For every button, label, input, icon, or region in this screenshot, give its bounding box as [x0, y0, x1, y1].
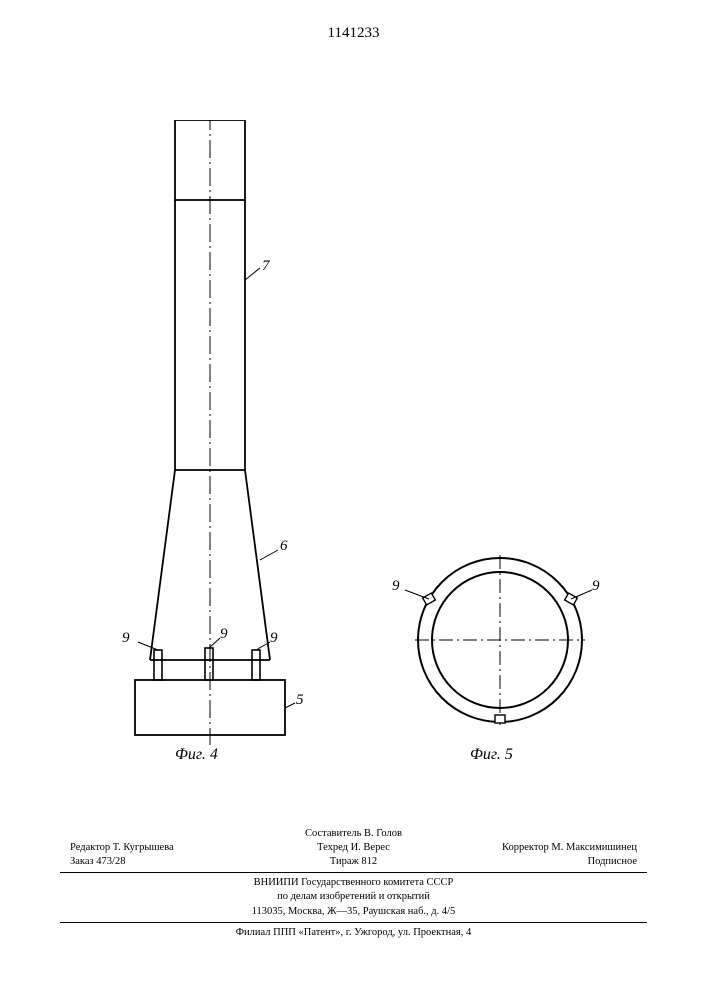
figure-4: 7 6 9 9 9 5: [120, 120, 300, 755]
org-line-2: по делам изобретений и открытий: [60, 890, 647, 904]
editor-row: Редактор Т. Кугрышева Техред И. Верес Ко…: [60, 841, 647, 855]
org-line-1: ВНИИПИ Государственного комитета СССР: [60, 876, 647, 890]
ref-label-9-mid: 9: [220, 626, 228, 643]
proofreader: Корректор М. Максимишинец: [448, 841, 637, 855]
compiler-line: Составитель В. Голов: [60, 827, 647, 841]
figure-4-drawing: [120, 120, 300, 750]
figure-5-caption: Фиг. 5: [470, 746, 513, 764]
editor: Редактор Т. Кугрышева: [70, 841, 259, 855]
address-line: 113035, Москва, Ж—35, Раушская наб., д. …: [60, 905, 647, 919]
patent-page: 1141233: [0, 0, 707, 1000]
ref-label-5: 5: [296, 692, 304, 709]
tech-editor: Техред И. Верес: [259, 841, 448, 855]
footer-rule-1: [60, 872, 647, 873]
subscription: Подписное: [448, 855, 637, 869]
footer-block: Составитель В. Голов Редактор Т. Кугрыше…: [60, 827, 647, 940]
ref-label-9-left-fig5: 9: [392, 578, 400, 595]
ref-label-9-left: 9: [122, 630, 130, 647]
ref-label-6: 6: [280, 538, 288, 555]
footer-rule-2: [60, 922, 647, 923]
document-number: 1141233: [0, 25, 707, 42]
circulation: Тираж 812: [259, 855, 448, 869]
branch-line: Филиал ППП «Патент», г. Ужгород, ул. Про…: [60, 926, 647, 940]
ref-label-9-right: 9: [270, 630, 278, 647]
order-number: Заказ 473/28: [70, 855, 259, 869]
order-row: Заказ 473/28 Тираж 812 Подписное: [60, 855, 647, 869]
figure-5: 9 9: [400, 540, 600, 745]
ref-label-7: 7: [262, 258, 270, 275]
figure-5-drawing: [400, 540, 600, 740]
figure-4-caption: Фиг. 4: [175, 746, 218, 764]
ref-label-9-right-fig5: 9: [592, 578, 600, 595]
